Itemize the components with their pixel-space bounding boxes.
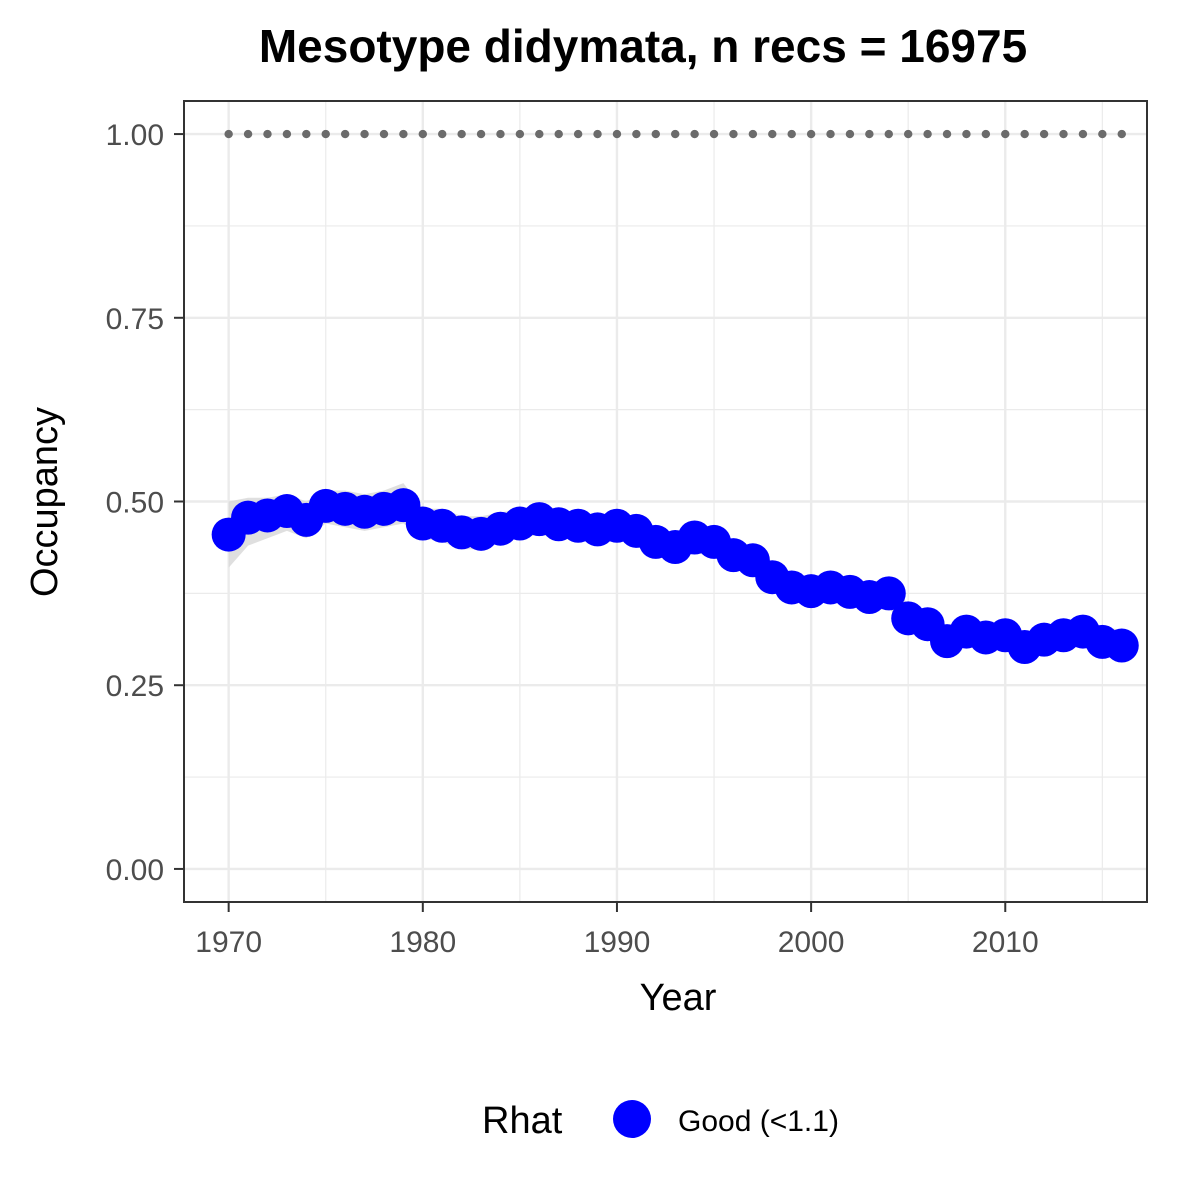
reference-point — [923, 129, 932, 139]
reference-point — [496, 129, 505, 139]
reference-point — [962, 129, 971, 139]
reference-point — [651, 129, 660, 139]
occupancy-point — [1104, 628, 1139, 663]
reference-point — [438, 129, 447, 139]
reference-point — [282, 129, 292, 139]
reference-point — [632, 129, 641, 139]
reference-point — [340, 129, 350, 139]
reference-point — [302, 129, 311, 139]
x-axis-title: Year — [640, 977, 717, 1019]
reference-point — [942, 129, 952, 139]
reference-point — [690, 129, 699, 139]
reference-point — [379, 129, 389, 139]
reference-point — [457, 129, 466, 139]
x-tick-label: 2000 — [778, 926, 845, 959]
reference-point — [1020, 129, 1029, 139]
reference-point — [1039, 129, 1049, 139]
reference-point — [671, 129, 680, 139]
reference-point — [981, 129, 991, 139]
reference-point — [593, 129, 602, 139]
reference-point — [612, 129, 622, 139]
y-axis: 0.00 0.25 0.50 0.75 1.00 — [106, 119, 184, 887]
y-tick-label: 0.00 — [106, 854, 164, 887]
reference-point — [476, 129, 486, 139]
y-tick-label: 0.75 — [106, 303, 164, 336]
reference-point — [787, 129, 796, 139]
reference-point — [903, 129, 913, 139]
reference-point — [1001, 129, 1010, 139]
y-tick-label: 1.00 — [106, 119, 164, 152]
x-axis: 1970 1980 1990 2000 2010 — [195, 902, 1039, 959]
reference-point — [1117, 129, 1126, 139]
legend-label-good: Good (<1.1) — [678, 1105, 839, 1138]
reference-point — [263, 129, 272, 139]
reference-point — [418, 129, 428, 139]
reference-points-layer — [224, 129, 1126, 139]
reference-point — [399, 129, 408, 139]
reference-point — [360, 129, 369, 139]
reference-point — [573, 129, 583, 139]
y-tick-label: 0.25 — [106, 670, 164, 703]
reference-point — [845, 129, 855, 139]
occupancy-point — [871, 576, 906, 611]
legend: Rhat Good (<1.1) — [482, 1100, 839, 1142]
reference-point — [243, 129, 253, 139]
y-tick-label: 0.50 — [106, 487, 164, 520]
reference-point — [554, 129, 563, 139]
reference-point — [709, 129, 719, 139]
reference-point — [884, 129, 893, 139]
reference-point — [1059, 129, 1068, 139]
reference-point — [321, 129, 330, 139]
reference-point — [768, 129, 777, 139]
legend-title: Rhat — [482, 1100, 563, 1142]
reference-point — [748, 129, 758, 139]
reference-point — [1078, 129, 1088, 139]
reference-point — [515, 129, 525, 139]
reference-point — [826, 129, 835, 139]
occupancy-points-layer — [211, 488, 1139, 665]
reference-point — [535, 129, 544, 139]
reference-point — [224, 129, 233, 139]
legend-key-good — [613, 1100, 651, 1138]
x-tick-label: 2010 — [972, 926, 1039, 959]
x-tick-label: 1990 — [584, 926, 651, 959]
reference-point — [729, 129, 738, 139]
y-axis-title: Occupancy — [24, 407, 66, 597]
reference-point — [1098, 129, 1107, 139]
reference-point — [806, 129, 816, 139]
x-tick-label: 1970 — [195, 926, 262, 959]
reference-point — [865, 129, 874, 139]
chart-title: Mesotype didymata, n recs = 16975 — [259, 20, 1027, 72]
x-tick-label: 1980 — [389, 926, 456, 959]
